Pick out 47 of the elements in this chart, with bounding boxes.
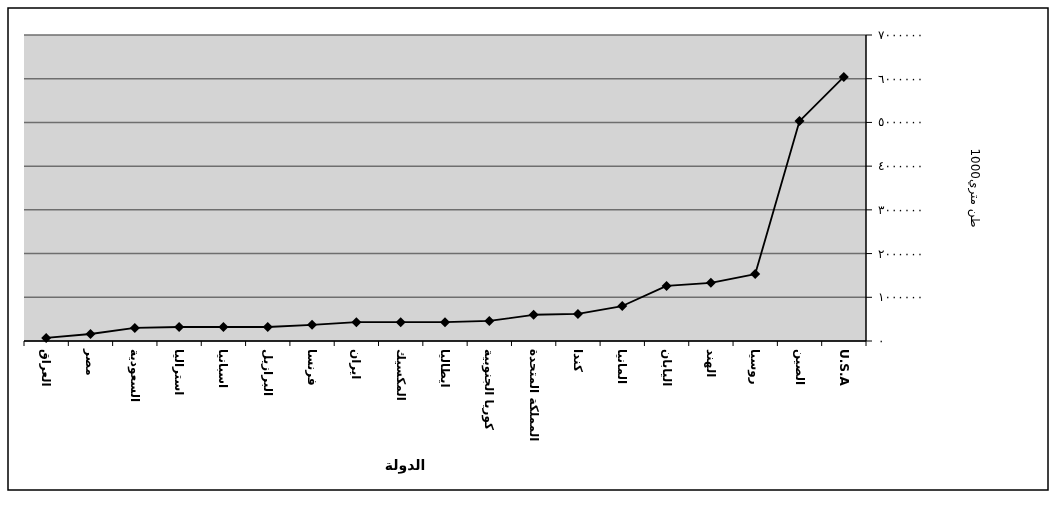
x-axis-title: الدولة: [384, 457, 426, 474]
point: [661, 280, 672, 291]
y-axis-title: 1000طن متري: [967, 148, 982, 228]
point: [307, 319, 318, 330]
x-tick-label: السعودية: [126, 349, 142, 403]
point: [705, 277, 716, 288]
y-tick-label: ٤٠٠٠٠٠٠: [878, 159, 924, 174]
x-tick-label: اسبانيا: [216, 349, 231, 389]
y-tick-label: ٣٠٠٠٠٠٠: [878, 202, 924, 217]
x-tick-label: المملكة المتحدة: [526, 349, 541, 442]
point: [528, 309, 539, 320]
x-tick-label: ايطاليا: [438, 349, 452, 388]
point: [262, 322, 273, 333]
x-tick-label: البرازيل: [260, 349, 275, 397]
point: [218, 322, 229, 333]
x-tick-label: استراليا: [172, 349, 187, 396]
point: [794, 116, 805, 127]
y-tick-label: ٢٠٠٠٠٠٠: [878, 246, 924, 261]
x-tick-label: روسيا: [747, 349, 763, 385]
x-tick-label: الهند: [703, 349, 718, 378]
point: [838, 71, 849, 82]
x-tick-label: كوريا الجنوبية: [481, 349, 497, 430]
x-tick-label: كندا: [570, 349, 585, 372]
point: [750, 269, 761, 280]
point: [395, 317, 406, 328]
point: [351, 317, 362, 328]
x-tick-label: U.S.A: [836, 349, 851, 387]
y-tick-label: ٥٠٠٠٠٠٠: [878, 115, 924, 130]
x-tick-label: اليابان: [659, 349, 674, 387]
x-tick-label: ايران: [349, 349, 364, 380]
point: [572, 308, 583, 319]
x-tick-label: فرنسا: [305, 349, 320, 386]
x-tick-label: العراق: [39, 349, 54, 387]
y-tick-label: ٦٠٠٠٠٠٠: [878, 71, 924, 86]
x-tick-label: مصر: [83, 348, 98, 376]
point: [484, 315, 495, 326]
y-tick-label: ١٠٠٠٠٠٠: [878, 290, 924, 305]
point: [41, 332, 52, 343]
point: [617, 301, 628, 312]
point: [85, 329, 96, 340]
x-tick-label: المانيا: [615, 349, 630, 385]
point: [440, 317, 450, 328]
y-tick-label: ٠: [878, 334, 885, 348]
y-tick-label: ٧٠٠٠٠٠٠: [878, 28, 924, 42]
x-tick-label: الصين: [792, 349, 807, 386]
x-tick-label: المكسيك: [393, 349, 408, 401]
point: [129, 322, 140, 333]
